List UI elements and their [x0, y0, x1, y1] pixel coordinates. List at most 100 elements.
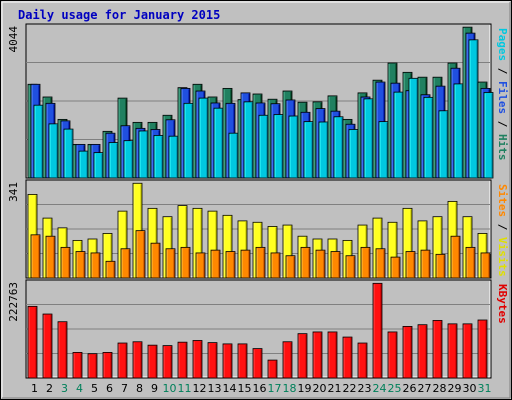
- axis-label-part: KBytes: [496, 284, 509, 324]
- day-label: 7: [121, 382, 128, 395]
- day-label: 24: [373, 382, 387, 395]
- bar-pages-day-31: [483, 92, 494, 179]
- bar-kbytes-day-1: [27, 305, 38, 379]
- bar-sites-day-1: [30, 234, 41, 279]
- bar-kbytes-day-3: [57, 321, 68, 379]
- bar-kbytes-day-30: [462, 323, 473, 379]
- bar-sites-day-31: [480, 252, 491, 279]
- bar-pages-day-15: [243, 101, 254, 179]
- bar-kbytes-day-7: [117, 342, 128, 379]
- bar-pages-day-23: [363, 98, 374, 179]
- bar-kbytes-day-23: [357, 342, 368, 379]
- panel-middle: 341 Sites / Visits: [7, 179, 509, 279]
- bar-pages-day-21: [333, 116, 344, 179]
- bar-pages-day-12: [198, 97, 209, 179]
- bar-pages-day-3: [63, 128, 74, 179]
- bar-kbytes-day-22: [342, 336, 353, 379]
- day-label: 5: [91, 382, 98, 395]
- bar-kbytes-day-12: [192, 340, 203, 379]
- bar-sites-day-30: [465, 246, 476, 279]
- day-label: 4: [76, 382, 83, 395]
- bar-pages-day-11: [183, 102, 194, 179]
- bar-sites-day-18: [285, 255, 296, 279]
- day-label: 9: [151, 382, 158, 395]
- bar-sites-day-12: [195, 252, 206, 279]
- bar-pages-day-24: [378, 121, 389, 179]
- axis-label-top: Pages / Files / Hits: [496, 28, 509, 161]
- day-label: 22: [343, 382, 357, 395]
- panel-bottom: 222763 KBytes: [7, 279, 509, 379]
- axis-label-part: Hits: [496, 134, 509, 161]
- bar-pages-day-9: [153, 135, 164, 179]
- bar-sites-day-22: [345, 255, 356, 279]
- bar-pages-day-4: [78, 150, 89, 179]
- bar-pages-day-13: [213, 107, 224, 179]
- bar-sites-day-2: [45, 235, 56, 279]
- day-label: 18: [283, 382, 297, 395]
- bar-pages-day-29: [453, 83, 464, 179]
- y-max-label: 4044: [7, 26, 20, 53]
- bar-sites-day-13: [210, 249, 221, 279]
- axis-label-part: /: [496, 114, 509, 134]
- bar-kbytes-day-19: [297, 333, 308, 379]
- day-label: 17: [268, 382, 282, 395]
- bar-kbytes-day-14: [222, 343, 233, 379]
- bar-sites-day-27: [420, 249, 431, 279]
- day-label: 2: [46, 382, 53, 395]
- bar-pages-day-8: [138, 130, 149, 179]
- bar-sites-day-6: [105, 260, 116, 279]
- bar-sites-day-29: [450, 235, 461, 279]
- bar-sites-day-19: [300, 246, 311, 279]
- day-label: 31: [478, 382, 492, 395]
- bar-kbytes-day-11: [177, 341, 188, 379]
- bar-pages-day-18: [288, 115, 299, 179]
- day-label: 16: [253, 382, 267, 395]
- bar-sites-day-17: [270, 252, 281, 279]
- bar-pages-day-27: [423, 96, 434, 179]
- bar-sites-day-10: [165, 248, 176, 279]
- bar-pages-day-14: [228, 132, 239, 179]
- bar-sites-day-15: [240, 249, 251, 279]
- bar-sites-day-25: [390, 256, 401, 279]
- bar-sites-day-16: [255, 246, 266, 279]
- bar-pages-day-2: [48, 123, 59, 179]
- day-label: 27: [418, 382, 432, 395]
- bar-kbytes-day-16: [252, 348, 263, 379]
- bar-kbytes-day-20: [312, 331, 323, 379]
- bar-kbytes-day-9: [147, 344, 158, 379]
- bar-kbytes-day-18: [282, 341, 293, 379]
- bar-kbytes-day-21: [327, 331, 338, 379]
- bar-kbytes-day-28: [432, 320, 443, 379]
- day-label: 6: [106, 382, 113, 395]
- axis-label-part: /: [496, 61, 509, 81]
- day-label: 19: [298, 382, 312, 395]
- axis-label-part: Files: [496, 81, 509, 114]
- bar-kbytes-day-27: [417, 324, 428, 379]
- day-label: 26: [403, 382, 417, 395]
- bar-sites-day-24: [375, 248, 386, 279]
- bar-sites-day-5: [90, 252, 101, 279]
- bar-kbytes-day-4: [72, 352, 83, 379]
- bar-pages-day-30: [468, 39, 479, 179]
- day-label: 23: [358, 382, 372, 395]
- bar-pages-day-10: [168, 135, 179, 179]
- axis-label-bottom: KBytes: [496, 284, 509, 324]
- chart-panels: 4044 Pages / Files / Hits 341 Sites / Visit…: [7, 23, 509, 379]
- day-label: 11: [178, 382, 192, 395]
- bar-kbytes-day-6: [102, 352, 113, 379]
- bar-kbytes-day-2: [42, 313, 53, 379]
- bar-kbytes-day-15: [237, 343, 248, 379]
- bar-kbytes-day-25: [387, 331, 398, 379]
- bar-kbytes-day-29: [447, 323, 458, 379]
- day-label: 25: [388, 382, 402, 395]
- panel-top: 4044 Pages / Files / Hits: [7, 23, 509, 179]
- bar-sites-day-3: [60, 246, 71, 279]
- bar-sites-day-9: [150, 242, 161, 279]
- bar-pages-day-22: [348, 129, 359, 179]
- day-label: 21: [328, 382, 342, 395]
- bar-sites-day-7: [120, 248, 131, 279]
- day-label: 15: [238, 382, 252, 395]
- bar-sites-day-4: [75, 251, 86, 279]
- bar-kbytes-day-5: [87, 353, 98, 379]
